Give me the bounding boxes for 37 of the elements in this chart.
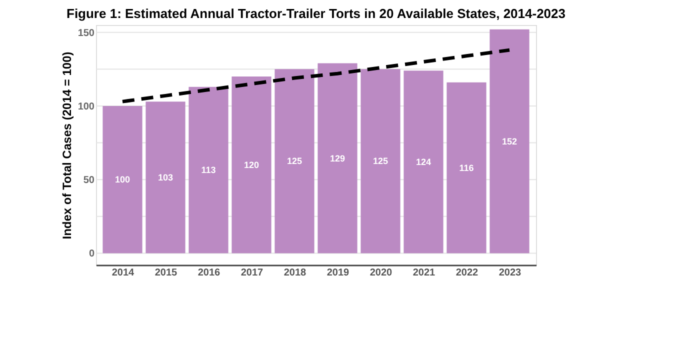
data-label: 100 [114, 174, 130, 185]
x-tick-label: 2022 [456, 268, 479, 278]
chart-title: Figure 1: Estimated Annual Tractor-Trailer Torts in 20 Available States, 2014-2023 [66, 6, 566, 21]
data-label: 125 [372, 156, 388, 166]
x-tick-label: 2019 [326, 268, 350, 278]
y-tick-label: 50 [83, 175, 95, 186]
bar [360, 69, 400, 254]
data-label: 124 [416, 156, 432, 167]
x-tick-label: 2021 [412, 268, 436, 278]
data-label: 116 [459, 162, 474, 173]
bar [318, 63, 358, 254]
data-label: 113 [201, 165, 216, 176]
x-tick-label: 2020 [370, 268, 393, 278]
x-tick-label: 2015 [154, 268, 178, 278]
data-label: 103 [158, 172, 174, 182]
bar [188, 86, 228, 254]
bar [274, 69, 314, 254]
bar [404, 70, 444, 254]
y-tick-label: 100 [78, 101, 95, 112]
bar [102, 106, 142, 254]
data-label: 152 [502, 136, 518, 146]
bar [232, 76, 272, 254]
line-series [120, 48, 512, 104]
bar [146, 102, 186, 254]
data-label: 129 [330, 153, 346, 164]
x-tick-label: 2018 [284, 268, 307, 278]
data-label: 125 [286, 156, 302, 166]
x-tick-label: 2016 [198, 268, 221, 278]
x-tick-label: 2023 [498, 268, 522, 278]
y-tick-label: 0 [88, 248, 95, 260]
y-axis-title: Index of Total Cases (2014 = 100) [60, 52, 74, 240]
y-tick-label: 150 [78, 28, 95, 39]
x-tick-label: 2017 [240, 268, 264, 278]
bar [446, 82, 486, 254]
data-label: 120 [244, 160, 260, 170]
bar [490, 29, 530, 254]
x-tick-label: 2014 [112, 268, 135, 278]
